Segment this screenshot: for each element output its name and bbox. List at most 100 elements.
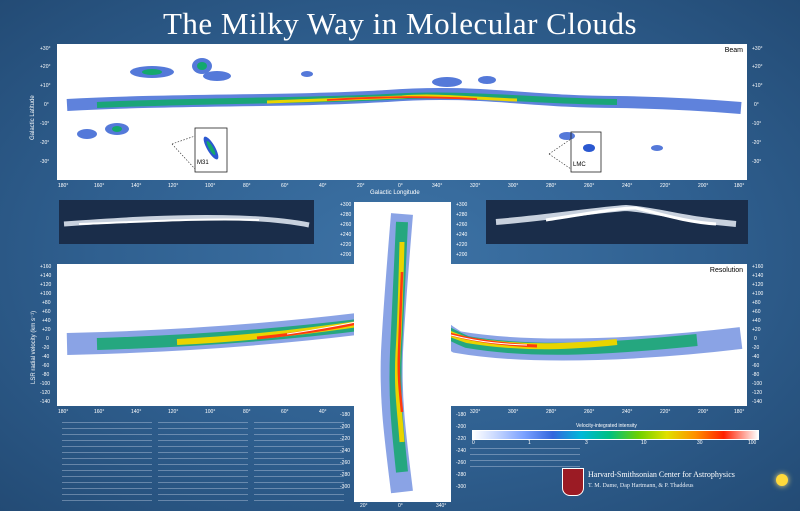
- lon-tick: 80°: [243, 183, 251, 189]
- vel-tick: -140: [752, 399, 763, 405]
- vel-tick: -200: [456, 424, 467, 430]
- lat-tick: 0°: [44, 102, 49, 108]
- vel-tick: -200: [340, 424, 351, 430]
- lon-tick: 160°: [94, 409, 105, 415]
- lat-tick: 0°: [754, 102, 759, 108]
- lon-tick: 60°: [281, 183, 289, 189]
- lon-tick: 180°: [58, 409, 69, 415]
- vel-tick: +280: [340, 212, 352, 218]
- vel-tick: +220: [340, 242, 352, 248]
- lat-tick: +20°: [752, 64, 763, 70]
- vel-tick: -100: [752, 381, 763, 387]
- lon-tick: 240°: [622, 409, 633, 415]
- lat-tick: -10°: [752, 121, 762, 127]
- lon-tick: 40°: [319, 409, 327, 415]
- lon-tick: 260°: [584, 183, 595, 189]
- center-longitude-axis-title: Galactic Longitude: [372, 493, 414, 499]
- lon-tick: 340°: [432, 183, 443, 189]
- vel-tick: -300: [340, 484, 351, 490]
- vel-tick: +220: [456, 242, 468, 248]
- vel-tick: +20: [42, 327, 51, 333]
- top-longitude-axis-title: Galactic Longitude: [370, 190, 420, 196]
- lon-tick: 220°: [660, 409, 671, 415]
- lon-tick: 120°: [168, 183, 179, 189]
- lat-tick: +10°: [40, 83, 51, 89]
- vel-tick: +60: [42, 309, 51, 315]
- lon-tick: 160°: [94, 183, 105, 189]
- lat-tick: +30°: [40, 46, 51, 52]
- beam-label: Beam: [724, 47, 743, 54]
- lon-tick: 140°: [131, 409, 142, 415]
- vel-tick: -40: [752, 354, 760, 360]
- lon-tick: 20°: [357, 183, 365, 189]
- vel-tick: -240: [456, 448, 467, 454]
- latitude-axis-title: Galactic Latitude: [30, 95, 36, 140]
- lat-tick: -20°: [40, 140, 50, 146]
- vel-tick: -60: [752, 363, 760, 369]
- vel-tick: -240: [340, 448, 351, 454]
- lat-tick: -30°: [40, 159, 50, 165]
- scale-tick: 30: [697, 440, 703, 446]
- galactic-center-diagram: [380, 213, 413, 494]
- lon-tick: 240°: [622, 183, 633, 189]
- vel-tick: -120: [40, 390, 51, 396]
- vel-tick: -60: [42, 363, 50, 369]
- vel-tick: +240: [340, 232, 352, 238]
- vel-tick: +80: [752, 300, 761, 306]
- lon-tick: 280°: [546, 409, 557, 415]
- vel-tick: -120: [752, 390, 763, 396]
- lon-tick: 40°: [319, 183, 327, 189]
- lon-tick: 300°: [508, 409, 519, 415]
- vel-tick: +240: [456, 232, 468, 238]
- vel-tick: -300: [456, 484, 467, 490]
- vel-tick: +200: [340, 252, 352, 258]
- lon-tick: 140°: [131, 183, 142, 189]
- vel-tick: -180: [456, 412, 467, 418]
- intensity-color-scale: [472, 430, 759, 440]
- lon-tick: 300°: [508, 183, 519, 189]
- vel-tick: +160: [752, 264, 764, 270]
- lat-tick: +20°: [40, 64, 51, 70]
- vel-tick: +260: [340, 222, 352, 228]
- resolution-label: Resolution: [709, 267, 743, 274]
- lon-tick: 180°: [58, 183, 69, 189]
- vel-tick: +200: [456, 252, 468, 258]
- lon-tick: 0°: [398, 503, 403, 509]
- lon-tick: 200°: [698, 183, 709, 189]
- scale-title: Velocity-integrated intensity: [576, 423, 637, 429]
- references-column: [470, 444, 580, 468]
- vel-tick: -260: [340, 460, 351, 466]
- lat-tick: -20°: [752, 140, 762, 146]
- vel-tick: -220: [340, 436, 351, 442]
- vel-tick: +100: [40, 291, 52, 297]
- optical-image-left: [59, 200, 314, 244]
- vel-tick: +280: [456, 212, 468, 218]
- lon-tick: 280°: [546, 183, 557, 189]
- lon-tick: 100°: [205, 409, 216, 415]
- scale-tick: 10: [641, 440, 647, 446]
- lat-tick: -30°: [752, 159, 762, 165]
- vel-tick: -280: [456, 472, 467, 478]
- description-column-3: [254, 418, 344, 502]
- vel-tick: +260: [456, 222, 468, 228]
- vel-tick: -220: [456, 436, 467, 442]
- vel-tick: +60: [752, 309, 761, 315]
- lon-tick: 20°: [360, 503, 368, 509]
- vel-tick: +140: [752, 273, 764, 279]
- harvard-shield-logo: [562, 468, 584, 496]
- lon-tick: 0°: [398, 183, 403, 189]
- vel-tick: +80: [42, 300, 51, 306]
- vel-tick: +40: [42, 318, 51, 324]
- m31-label: M31: [197, 160, 209, 166]
- vel-tick: -140: [40, 399, 51, 405]
- co-survey-map: [66, 58, 742, 173]
- optical-milky-way-right: [486, 200, 748, 244]
- description-column-2: [158, 418, 248, 502]
- optical-image-right: [486, 200, 748, 244]
- scale-tick: 0: [472, 440, 475, 446]
- lon-tick: 180°: [734, 183, 745, 189]
- lat-tick: +10°: [752, 83, 763, 89]
- lon-tick: 200°: [698, 409, 709, 415]
- galactic-center-panel: [354, 202, 451, 502]
- latitude-longitude-map: Beam M31: [57, 44, 747, 180]
